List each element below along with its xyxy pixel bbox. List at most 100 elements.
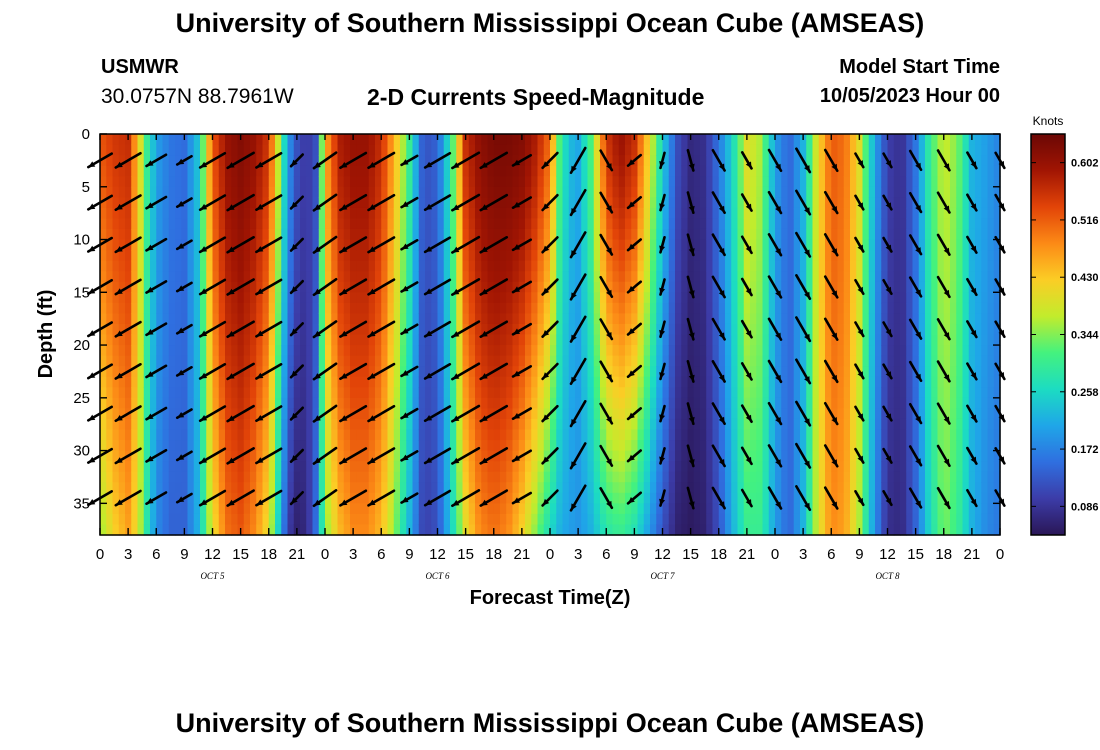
heatmap-cell — [337, 292, 345, 304]
heatmap-cell — [881, 387, 889, 399]
heatmap-cell — [443, 250, 451, 262]
heatmap-cell — [275, 228, 282, 241]
heatmap-cell — [881, 334, 889, 346]
heatmap-cell — [468, 418, 476, 431]
heatmap-cell — [237, 186, 245, 198]
heatmap-cell — [625, 366, 632, 378]
heatmap-cell — [581, 408, 589, 420]
heatmap-cell — [325, 440, 332, 452]
heatmap-cell — [106, 292, 114, 304]
heatmap-cell — [350, 461, 357, 473]
heatmap-cell — [318, 271, 326, 283]
heatmap-cell — [681, 366, 689, 378]
heatmap-cell — [468, 450, 476, 462]
heatmap-cell — [881, 492, 889, 504]
heatmap-cell — [525, 281, 532, 293]
heatmap-cell — [325, 155, 332, 167]
heatmap-cell — [218, 260, 226, 272]
heatmap-cell — [793, 260, 801, 272]
heatmap-cell — [837, 461, 845, 473]
heatmap-cell — [543, 387, 551, 399]
heatmap-cell — [237, 397, 245, 409]
heatmap-cell — [706, 471, 714, 483]
heatmap-cell — [825, 250, 832, 262]
heatmap-cell — [906, 281, 914, 293]
heatmap-cell — [625, 482, 632, 494]
heatmap-cell — [562, 408, 570, 420]
heatmap-cell — [412, 345, 420, 357]
heatmap-cell — [181, 503, 189, 515]
heatmap-cell — [300, 155, 307, 167]
heatmap-cell — [850, 197, 857, 209]
heatmap-cell — [650, 186, 657, 198]
heatmap-cell — [843, 144, 851, 156]
heatmap-cell — [156, 503, 164, 515]
heatmap-cell — [331, 471, 339, 483]
heatmap-cell — [787, 366, 795, 378]
heatmap-cell — [387, 376, 395, 388]
heatmap-cell — [400, 408, 407, 420]
heatmap-cell — [518, 302, 526, 314]
heatmap-cell — [568, 228, 576, 241]
heatmap-cell — [206, 218, 214, 230]
heatmap-cell — [768, 471, 776, 483]
heatmap-cell — [606, 345, 614, 357]
heatmap-cell — [781, 461, 789, 473]
heatmap-cell — [256, 228, 264, 241]
heatmap-cell — [156, 239, 164, 251]
heatmap-cell — [431, 228, 439, 241]
heatmap-cell — [168, 503, 176, 515]
heatmap-cell — [900, 239, 907, 251]
heatmap-cell — [725, 313, 732, 325]
heatmap-cell — [418, 355, 426, 367]
heatmap-cell — [168, 207, 176, 220]
heatmap-cell — [881, 260, 889, 272]
heatmap-cell — [218, 524, 226, 536]
heatmap-cell — [775, 376, 782, 388]
heatmap-cell — [143, 408, 151, 420]
heatmap-cell — [900, 461, 907, 473]
heatmap-cell — [493, 292, 501, 304]
heatmap-cell — [700, 323, 707, 336]
heatmap-cell — [700, 239, 707, 251]
heatmap-cell — [193, 397, 201, 409]
heatmap-cell — [606, 197, 614, 209]
heatmap-cell — [806, 197, 814, 209]
heatmap-cell — [506, 524, 514, 536]
heatmap-cell — [781, 144, 789, 156]
heatmap-cell — [718, 207, 726, 220]
heatmap-cell — [775, 260, 782, 272]
heatmap-cell — [562, 218, 570, 230]
heatmap-cell — [550, 155, 557, 167]
heatmap-cell — [256, 440, 264, 452]
heatmap-cell — [612, 334, 620, 346]
heatmap-cell — [562, 228, 570, 241]
heatmap-cell — [725, 366, 732, 378]
heatmap-cell — [868, 461, 876, 473]
heatmap-cell — [368, 186, 376, 198]
heatmap-cell — [562, 134, 570, 146]
heatmap-cell — [293, 228, 301, 241]
heatmap-cell — [275, 281, 282, 293]
heatmap-cell — [743, 461, 751, 473]
heatmap-cell — [612, 218, 620, 230]
heatmap-cell — [568, 323, 576, 336]
heatmap-cell — [487, 186, 495, 198]
heatmap-cell — [887, 524, 895, 536]
heatmap-cell — [343, 313, 351, 325]
heatmap-cell — [825, 471, 832, 483]
heatmap-cell — [450, 334, 457, 346]
heatmap-cell — [575, 513, 582, 526]
heatmap-cell — [387, 165, 395, 177]
heatmap-cell — [775, 334, 782, 346]
heatmap-cell — [218, 345, 226, 357]
heatmap-cell — [218, 408, 226, 420]
heatmap-cell — [181, 345, 189, 357]
heatmap-cell — [750, 397, 757, 409]
heatmap-cell — [818, 482, 826, 494]
heatmap-cell — [462, 271, 470, 283]
heatmap-cell — [868, 524, 876, 536]
heatmap-cell — [443, 176, 451, 188]
heatmap-cell — [343, 482, 351, 494]
heatmap-cell — [381, 144, 389, 156]
